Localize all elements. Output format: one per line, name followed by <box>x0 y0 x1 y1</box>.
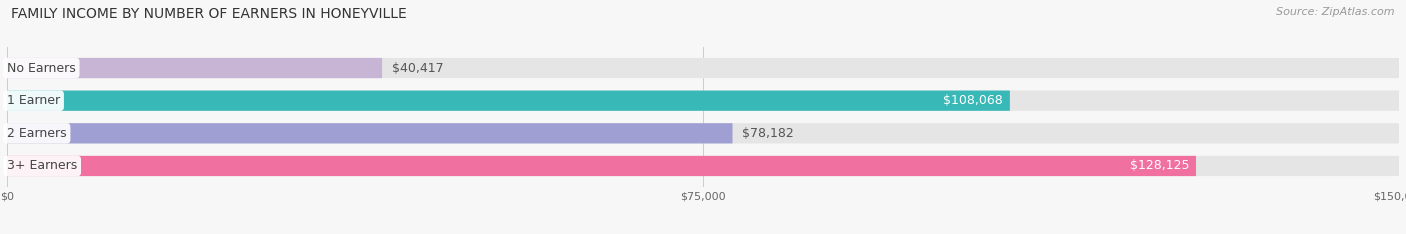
FancyBboxPatch shape <box>7 58 1399 78</box>
Text: 1 Earner: 1 Earner <box>7 94 60 107</box>
FancyBboxPatch shape <box>7 156 1399 176</box>
Text: No Earners: No Earners <box>7 62 76 74</box>
FancyBboxPatch shape <box>7 123 1399 143</box>
FancyBboxPatch shape <box>7 91 1399 111</box>
FancyBboxPatch shape <box>7 156 1197 176</box>
Text: $128,125: $128,125 <box>1129 160 1189 172</box>
Text: FAMILY INCOME BY NUMBER OF EARNERS IN HONEYVILLE: FAMILY INCOME BY NUMBER OF EARNERS IN HO… <box>11 7 406 21</box>
FancyBboxPatch shape <box>7 58 382 78</box>
FancyBboxPatch shape <box>7 91 1010 111</box>
FancyBboxPatch shape <box>7 123 733 143</box>
Text: $40,417: $40,417 <box>392 62 443 74</box>
Text: 3+ Earners: 3+ Earners <box>7 160 77 172</box>
Text: 2 Earners: 2 Earners <box>7 127 66 140</box>
Text: Source: ZipAtlas.com: Source: ZipAtlas.com <box>1277 7 1395 17</box>
Text: $108,068: $108,068 <box>943 94 1002 107</box>
Text: $78,182: $78,182 <box>742 127 794 140</box>
